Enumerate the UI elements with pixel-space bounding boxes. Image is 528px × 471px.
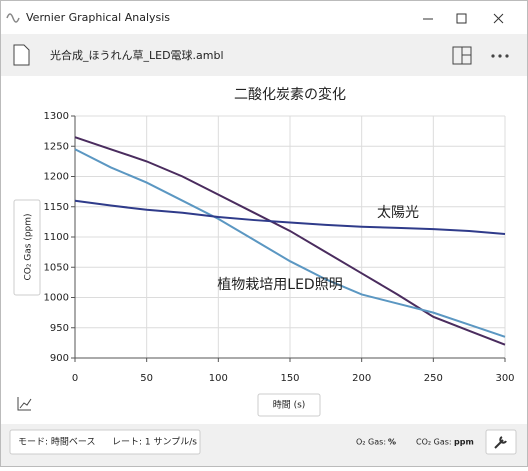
y-tick-label: 1100	[44, 232, 69, 243]
y-tick-label: 1000	[44, 293, 69, 304]
sensor-name: O₂ Gas:	[356, 438, 386, 447]
y-axis-label: CO₂ Gas (ppm)	[24, 213, 34, 280]
data-line	[74, 199, 506, 235]
x-axis-label: 時間 (s)	[273, 400, 306, 411]
y-tick-label: 1200	[44, 172, 69, 183]
x-tick-label: 250	[424, 373, 443, 384]
layout-icon	[461, 47, 471, 64]
data-line	[74, 148, 506, 338]
y-tick-label: 1300	[44, 111, 69, 122]
sensor-unit: %	[388, 438, 396, 447]
y-tick-label: 1250	[44, 141, 69, 152]
rate-text: レート: 1 サンプル/s	[112, 437, 197, 448]
x-tick-label: 200	[352, 373, 371, 384]
maximize-button[interactable]	[456, 13, 467, 24]
mode-text: モード: 時間ベース	[18, 437, 95, 448]
y-tick-label: 1050	[44, 262, 69, 273]
chart-title: 二酸化炭素の変化	[234, 86, 346, 103]
sensor-unit: ppm	[454, 438, 474, 447]
y-tick-label: 950	[50, 323, 69, 334]
annotation: 太陽光	[377, 205, 419, 221]
x-tick-label: 50	[140, 373, 153, 384]
y-axis-label-box[interactable]	[13, 199, 41, 296]
x-tick-label: 300	[495, 373, 514, 384]
chart: 二酸化炭素の変化 CO₂ Gas (ppm) 時間 (s) 9009501000…	[13, 86, 515, 417]
x-axis-label-box[interactable]	[257, 393, 321, 417]
axis-settings-button[interactable]	[17, 397, 32, 411]
data-line	[74, 136, 506, 346]
x-tick-label: 100	[209, 373, 228, 384]
x-tick-label: 0	[72, 373, 78, 384]
y-tick-label: 900	[50, 353, 69, 364]
x-tick-label: 150	[280, 373, 299, 384]
y-tick-label: 1150	[44, 202, 69, 213]
mode-button[interactable]	[9, 429, 201, 455]
file-icon[interactable]	[13, 44, 30, 66]
annotation: 植物栽培用LED照明	[217, 277, 342, 293]
wrench-icon	[494, 436, 507, 449]
app-icon	[6, 13, 20, 23]
toolbar	[1, 34, 527, 76]
window-title: Vernier Graphical Analysis	[26, 11, 170, 24]
close-button[interactable]	[493, 13, 504, 24]
more-button[interactable]	[491, 54, 509, 58]
file-name: 光合成_ほうれん草_LED電球.ambl	[50, 48, 224, 62]
sensor-name: CO₂ Gas:	[416, 438, 452, 447]
